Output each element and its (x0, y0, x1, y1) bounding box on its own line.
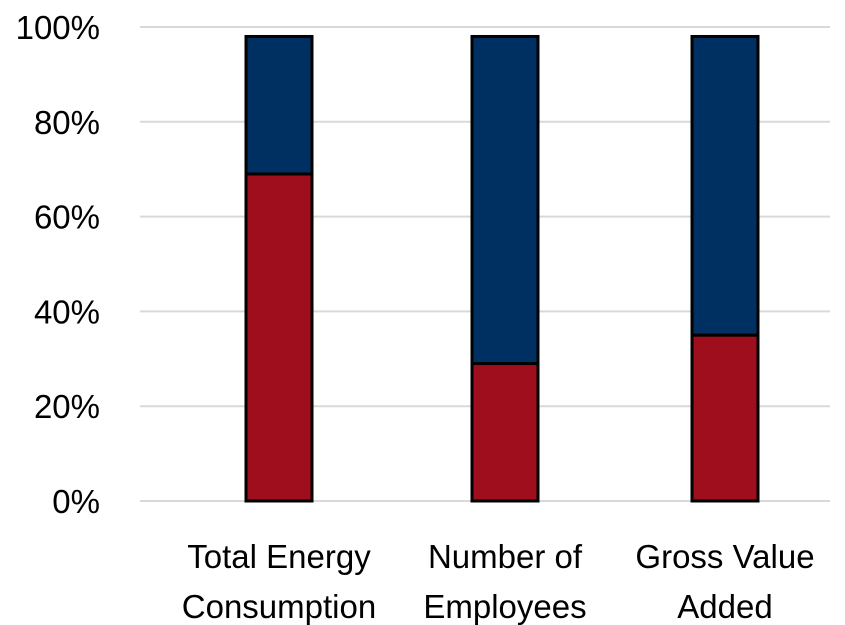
x-axis: Total Energy Consumption Number of Employee… (182, 538, 815, 625)
bar-segment-2 (470, 34, 540, 366)
y-axis: 0% 20% 40% 60% 80% 100% (16, 9, 100, 520)
x-category-label: Added (677, 588, 772, 625)
x-category-label: Total Energy (187, 538, 371, 575)
y-tick-label: 80% (34, 104, 100, 141)
x-category-label: Consumption (182, 588, 376, 625)
x-category-label: Gross Value (635, 538, 814, 575)
y-tick-label: 20% (34, 388, 100, 425)
y-tick-label: 100% (16, 9, 100, 46)
bars (244, 34, 760, 503)
bar-segment-2 (690, 34, 760, 337)
bar-segment-1 (690, 333, 760, 503)
y-tick-label: 40% (34, 293, 100, 330)
bar-segment-2 (244, 34, 314, 176)
bar-segment-1 (244, 172, 314, 503)
y-tick-label: 0% (52, 483, 100, 520)
x-category-label: Employees (423, 588, 586, 625)
x-category-label: Number of (428, 538, 583, 575)
y-tick-label: 60% (34, 199, 100, 236)
bar-segment-1 (470, 362, 540, 503)
